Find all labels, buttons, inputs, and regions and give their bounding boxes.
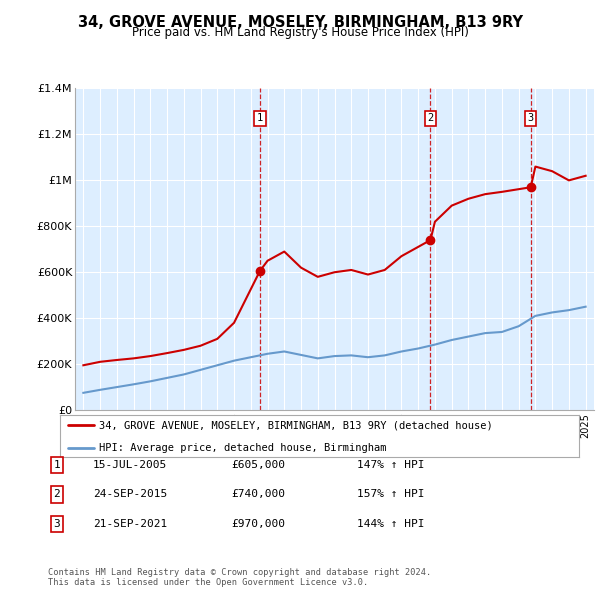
Text: 3: 3: [527, 113, 534, 123]
Text: 34, GROVE AVENUE, MOSELEY, BIRMINGHAM, B13 9RY (detached house): 34, GROVE AVENUE, MOSELEY, BIRMINGHAM, B…: [99, 421, 493, 430]
Text: 144% ↑ HPI: 144% ↑ HPI: [357, 519, 425, 529]
Text: 3: 3: [53, 519, 61, 529]
Text: HPI: Average price, detached house, Birmingham: HPI: Average price, detached house, Birm…: [99, 443, 386, 453]
Text: Price paid vs. HM Land Registry's House Price Index (HPI): Price paid vs. HM Land Registry's House …: [131, 26, 469, 39]
Text: 24-SEP-2015: 24-SEP-2015: [93, 490, 167, 499]
Text: Contains HM Land Registry data © Crown copyright and database right 2024.
This d: Contains HM Land Registry data © Crown c…: [48, 568, 431, 587]
Text: £970,000: £970,000: [231, 519, 285, 529]
Text: 1: 1: [257, 113, 263, 123]
Text: 2: 2: [53, 490, 61, 499]
Text: 147% ↑ HPI: 147% ↑ HPI: [357, 460, 425, 470]
Text: 157% ↑ HPI: 157% ↑ HPI: [357, 490, 425, 499]
Text: 34, GROVE AVENUE, MOSELEY, BIRMINGHAM, B13 9RY: 34, GROVE AVENUE, MOSELEY, BIRMINGHAM, B…: [77, 15, 523, 30]
Text: £740,000: £740,000: [231, 490, 285, 499]
Text: 2: 2: [427, 113, 434, 123]
Text: £605,000: £605,000: [231, 460, 285, 470]
Text: 15-JUL-2005: 15-JUL-2005: [93, 460, 167, 470]
Text: 21-SEP-2021: 21-SEP-2021: [93, 519, 167, 529]
Text: 1: 1: [53, 460, 61, 470]
